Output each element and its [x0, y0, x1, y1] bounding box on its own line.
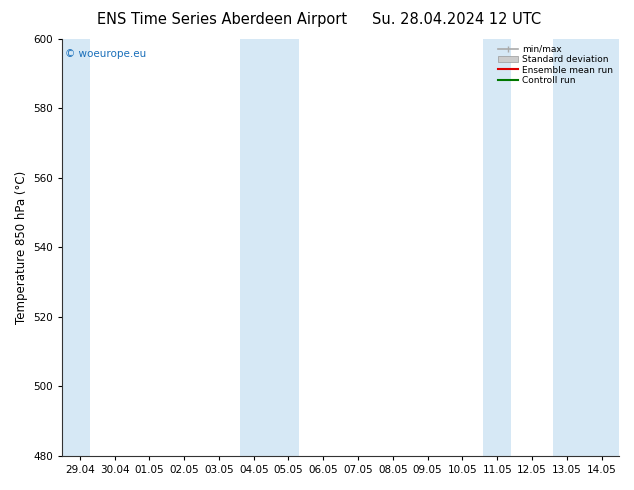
- Bar: [483, 39, 511, 456]
- Text: ENS Time Series Aberdeen Airport: ENS Time Series Aberdeen Airport: [97, 12, 347, 27]
- Text: © woeurope.eu: © woeurope.eu: [65, 49, 146, 59]
- Text: Su. 28.04.2024 12 UTC: Su. 28.04.2024 12 UTC: [372, 12, 541, 27]
- Bar: [553, 39, 619, 456]
- Bar: [240, 39, 299, 456]
- Bar: [62, 39, 90, 456]
- Y-axis label: Temperature 850 hPa (°C): Temperature 850 hPa (°C): [15, 171, 28, 324]
- Legend: min/max, Standard deviation, Ensemble mean run, Controll run: min/max, Standard deviation, Ensemble me…: [496, 43, 614, 87]
